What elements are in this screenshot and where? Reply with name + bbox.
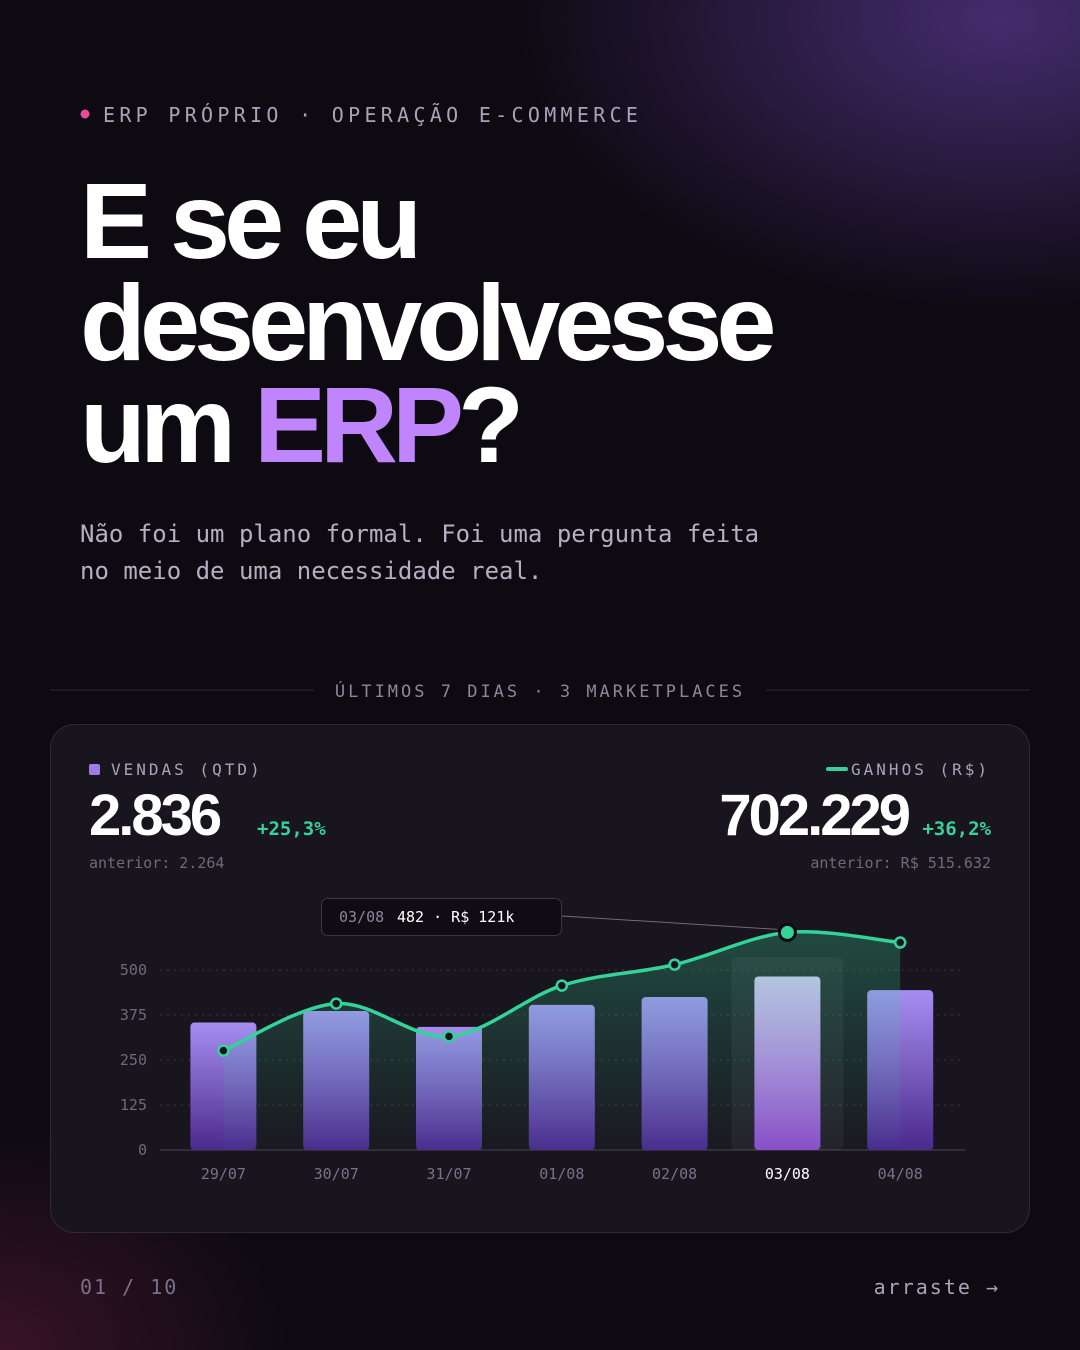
point: [668, 958, 681, 971]
divider-label: ÚLTIMOS 7 DIAS · 3 MARKETPLACES: [335, 680, 745, 702]
y-tick-label: 375: [120, 1006, 147, 1024]
y-tick-label: 250: [120, 1051, 147, 1069]
legend-swatch: [89, 764, 100, 775]
kpi-change: +36,2%: [922, 818, 991, 840]
x-tick-label: 31/07: [426, 1165, 471, 1183]
tag: ERP PRÓPRIO · OPERAÇÃO E-COMMERCE: [103, 103, 642, 127]
legend-label: VENDAS (QTD): [111, 760, 263, 779]
x-tick-label: 29/07: [201, 1165, 246, 1183]
subtitle: no meio de uma necessidade real.: [80, 557, 542, 585]
title-line: desenvolvesse: [80, 262, 773, 383]
plot: 0 125 250 375 500 29/07 30/07 31/07 01/08 02/08 03…: [120, 898, 965, 1183]
tooltip-text: 482 · R$ 121k: [397, 908, 514, 926]
title-line: E se eu: [80, 160, 416, 281]
kpi-change: +25,3%: [257, 818, 326, 840]
page-counter: 01 / 10: [80, 1275, 178, 1299]
point: [777, 922, 797, 942]
kpi-value: 2.836: [89, 783, 221, 848]
swipe-hint: arraste →: [874, 1275, 1000, 1299]
tag-dot: [80, 109, 90, 119]
title-highlight: ERP: [254, 364, 461, 485]
point: [217, 1044, 230, 1057]
kpi-previous: anterior: R$ 515.632: [810, 854, 991, 872]
tooltip-date: 03/08: [339, 908, 384, 926]
tooltip-connector: [561, 915, 778, 930]
point: [442, 1030, 456, 1043]
y-tick-label: 125: [120, 1096, 147, 1114]
subtitle: Não foi um plano formal. Foi uma pergunt…: [80, 520, 759, 548]
kpi-value: 702.229: [719, 783, 909, 848]
legend-swatch: [826, 767, 848, 771]
x-tick-label: 30/07: [314, 1165, 359, 1183]
point: [893, 936, 907, 949]
x-tick-label: 01/08: [539, 1165, 584, 1183]
x-tick-label: 04/08: [878, 1165, 923, 1183]
area: [223, 931, 901, 1150]
point: [555, 979, 569, 992]
title-text: um: [80, 364, 254, 485]
tooltip: [321, 898, 562, 936]
point: [329, 997, 343, 1010]
x-tick-label: 03/08: [765, 1165, 810, 1183]
title-text: ?: [458, 364, 518, 485]
legend-label: GANHOS (R$): [851, 760, 990, 779]
y-tick-label: 500: [120, 961, 147, 979]
x-tick-label: 02/08: [652, 1165, 697, 1183]
y-tick-label: 0: [138, 1141, 147, 1159]
title-line: um ERP?: [80, 364, 518, 485]
kpi-previous: anterior: 2.264: [89, 854, 224, 872]
